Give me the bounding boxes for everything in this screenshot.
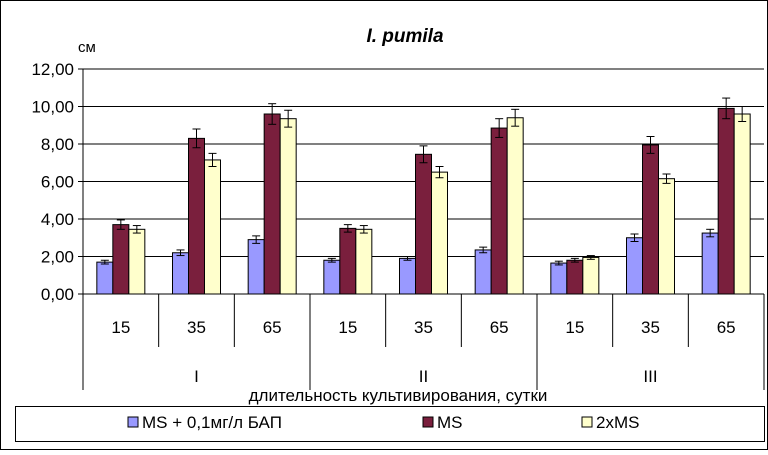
x-category-label: 65 bbox=[490, 318, 509, 337]
legend-label: MS bbox=[437, 413, 463, 432]
x-category-label: 15 bbox=[111, 318, 130, 337]
bar bbox=[128, 228, 146, 295]
bar bbox=[279, 118, 297, 295]
x-category-label: 35 bbox=[187, 318, 206, 337]
legend-label: 2xMS bbox=[596, 413, 639, 432]
bar bbox=[188, 137, 205, 295]
bar bbox=[733, 113, 751, 295]
bar bbox=[474, 249, 492, 295]
y-tick-label: 12,00 bbox=[31, 60, 74, 79]
bar bbox=[717, 107, 735, 295]
bar bbox=[263, 113, 281, 295]
bar bbox=[506, 117, 524, 295]
x-category-label: 15 bbox=[565, 318, 584, 337]
bar bbox=[355, 228, 373, 295]
bar bbox=[204, 159, 221, 295]
x-group-label: II bbox=[419, 367, 428, 386]
x-category-label: 15 bbox=[338, 318, 357, 337]
y-tick-label: 0,00 bbox=[41, 285, 74, 304]
y-tick-label: 6,00 bbox=[41, 173, 74, 192]
legend-swatch bbox=[581, 416, 593, 428]
bar bbox=[658, 178, 675, 295]
bar bbox=[172, 252, 189, 295]
x-axis-title: длительность культивирования, сутки bbox=[249, 386, 548, 405]
legend-label: MS + 0,1мг/л БАП bbox=[142, 413, 282, 432]
bar bbox=[399, 257, 416, 295]
legend-box bbox=[15, 406, 765, 442]
bar bbox=[247, 239, 265, 295]
bar bbox=[323, 259, 341, 295]
x-category-label: 35 bbox=[414, 318, 433, 337]
bar bbox=[582, 256, 600, 295]
y-tick-label: 2,00 bbox=[41, 248, 74, 267]
chart-title: I. pumila bbox=[366, 26, 444, 47]
bar bbox=[112, 224, 130, 295]
bar bbox=[415, 153, 432, 295]
bar bbox=[490, 127, 508, 295]
x-category-label: 65 bbox=[263, 318, 282, 337]
bar bbox=[550, 262, 568, 295]
bar bbox=[566, 259, 584, 295]
x-category-label: 65 bbox=[717, 318, 736, 337]
y-axis-unit-label: см bbox=[78, 39, 96, 56]
bar bbox=[339, 227, 357, 295]
x-group-label: I bbox=[194, 367, 199, 386]
bar bbox=[431, 171, 448, 295]
y-tick-label: 10,00 bbox=[31, 98, 74, 117]
y-tick-label: 8,00 bbox=[41, 135, 74, 154]
y-tick-label: 4,00 bbox=[41, 210, 74, 229]
legend-swatch bbox=[127, 416, 139, 428]
x-group-label: III bbox=[643, 367, 657, 386]
bar bbox=[642, 144, 659, 295]
legend-swatch bbox=[422, 416, 434, 428]
bar bbox=[96, 261, 114, 295]
x-category-label: 35 bbox=[641, 318, 660, 337]
bar bbox=[626, 237, 643, 295]
bar bbox=[701, 232, 719, 295]
